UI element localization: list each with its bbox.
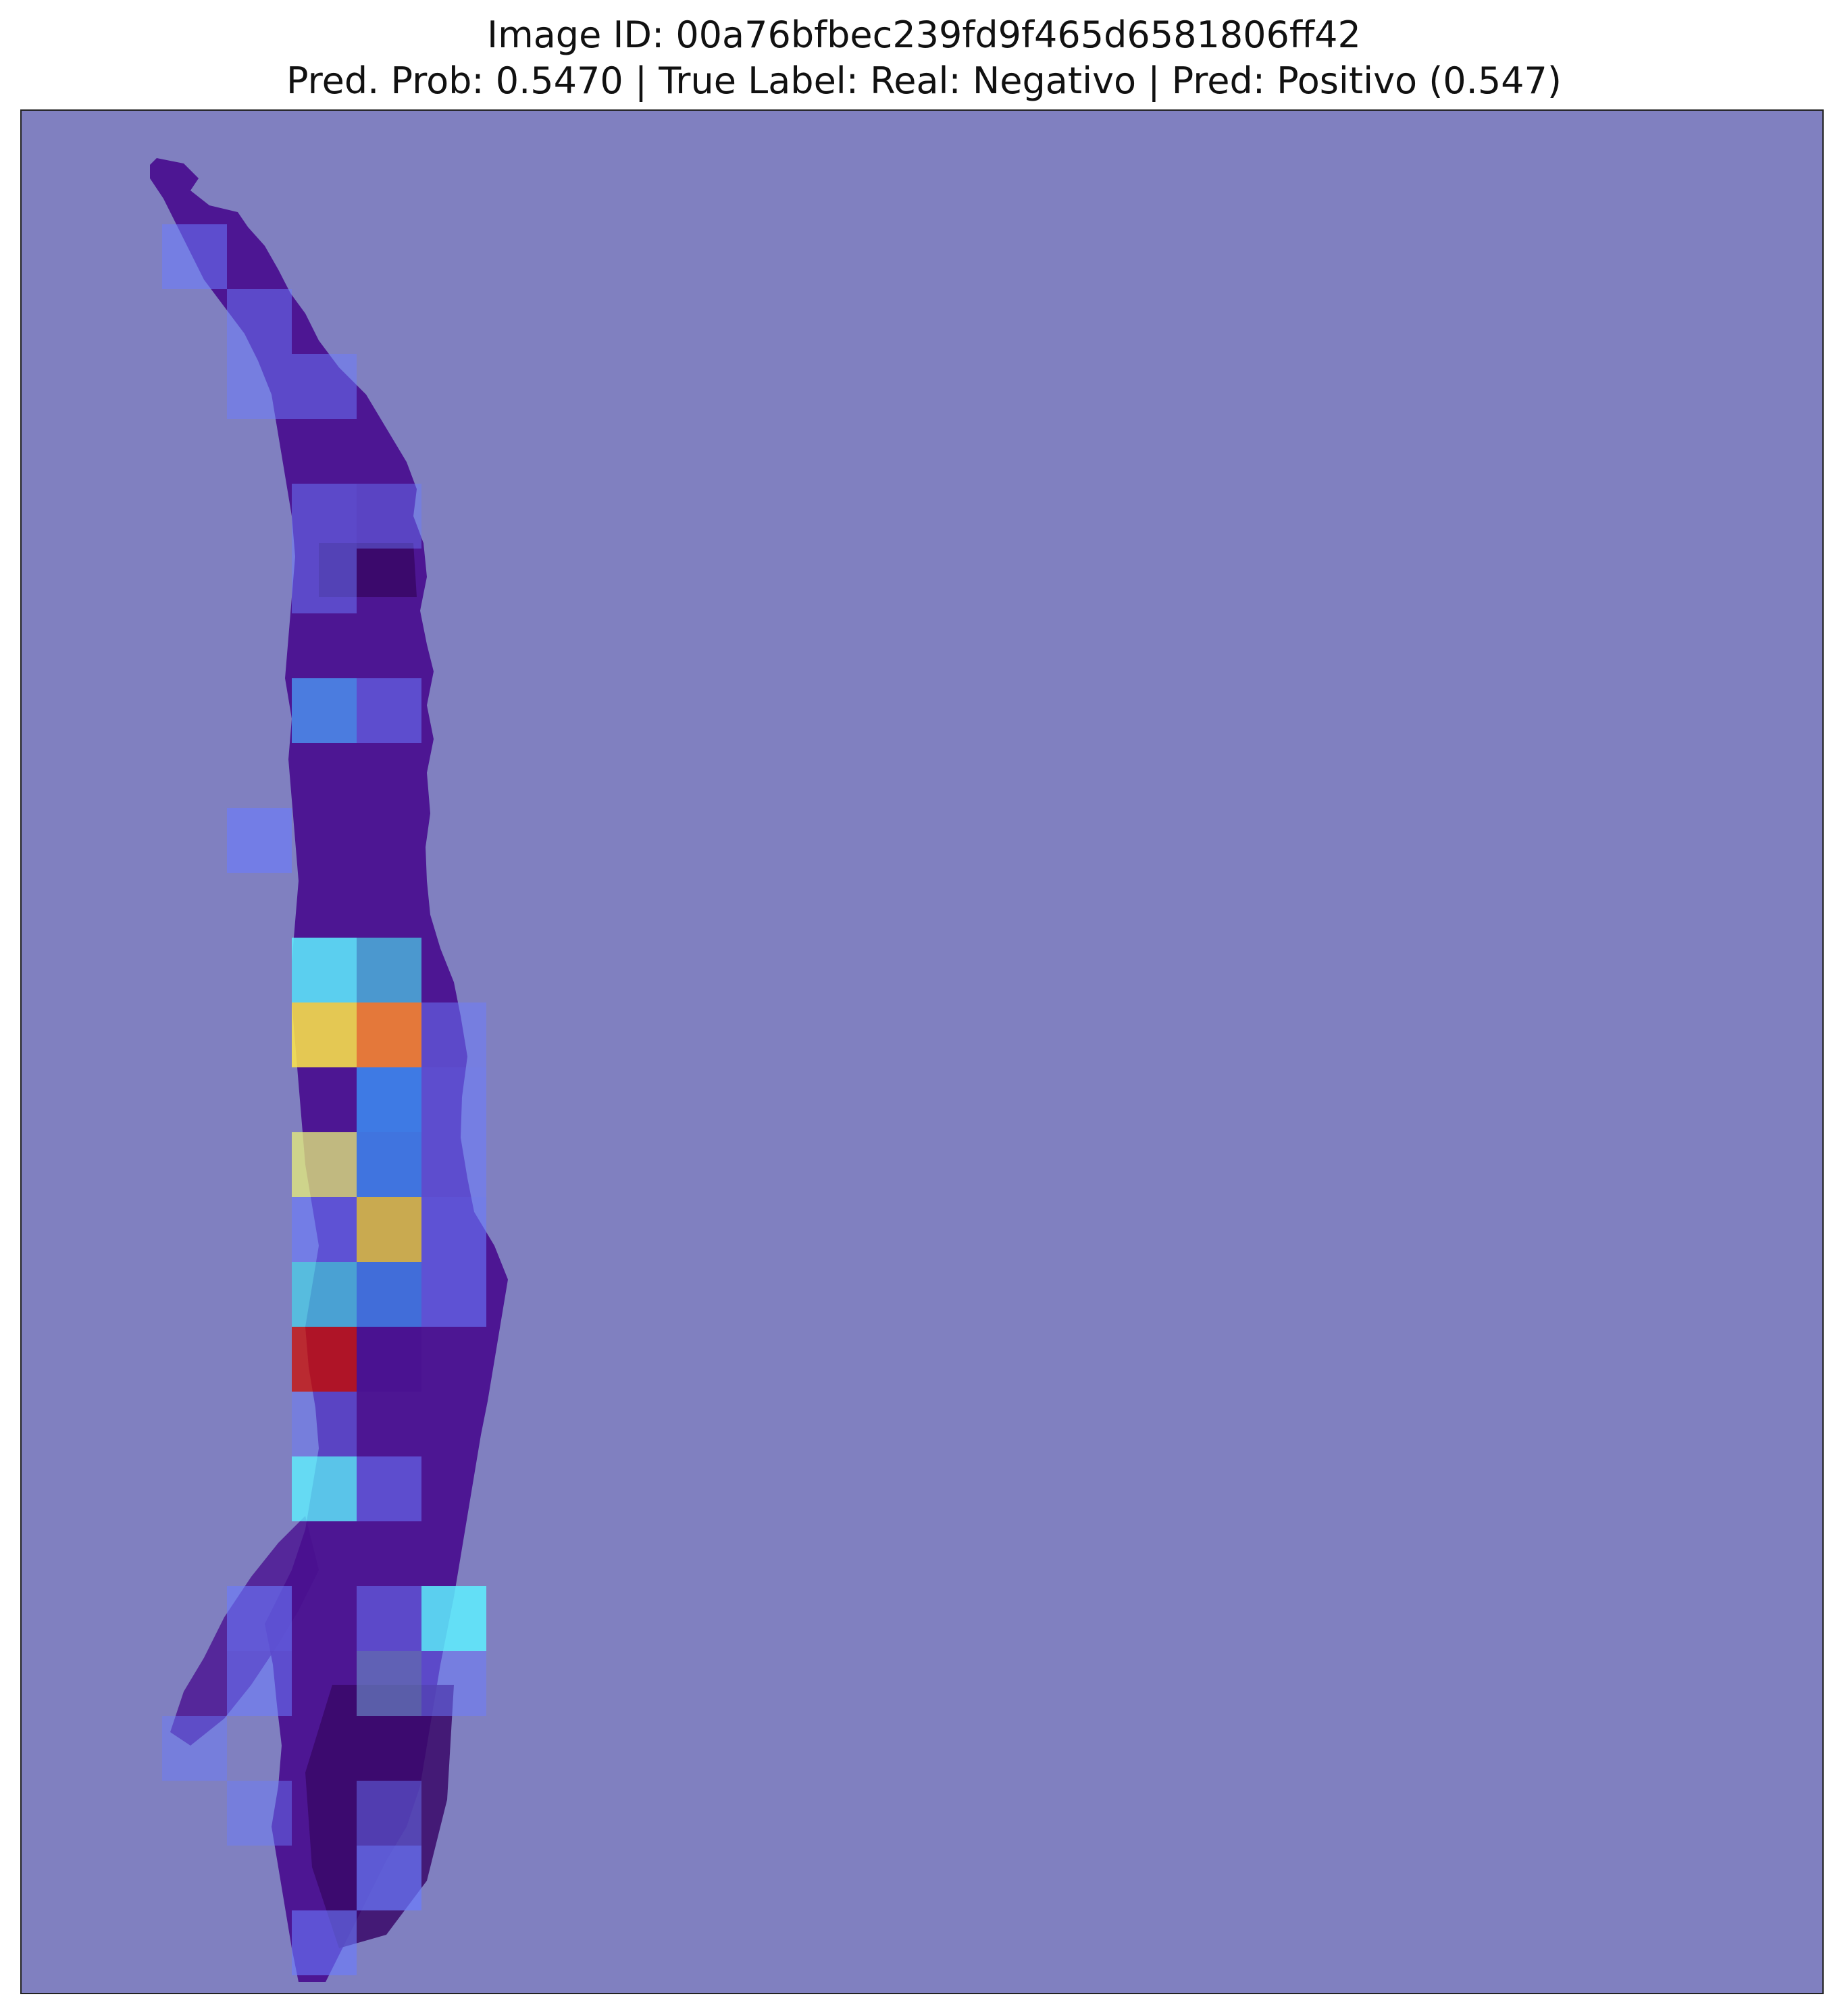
tile-blue-24 xyxy=(357,1846,421,1910)
tile-yellowgreen-1 xyxy=(292,1132,357,1197)
tile-blue-18 xyxy=(227,1651,292,1716)
figure-title: Image ID: 00a76bfbec239fd9f465d6581806ff… xyxy=(0,12,1848,104)
heatmap-tiles xyxy=(162,224,486,1975)
tile-upper-f xyxy=(357,484,421,549)
tile-blue-22 xyxy=(227,1781,292,1846)
tile-blue-14 xyxy=(421,1262,486,1327)
tile-blue-17 xyxy=(227,1586,292,1651)
tile-top-left xyxy=(162,224,227,289)
tile-cyan-4 xyxy=(292,938,357,1002)
tile-red-1 xyxy=(292,1327,357,1392)
tile-blue-8 xyxy=(421,1067,486,1132)
tile-yellow-2 xyxy=(357,1197,421,1262)
tissue-heatmap-canvas xyxy=(22,111,1822,1993)
tile-cyan-6 xyxy=(292,1262,357,1327)
tile-blue-21 xyxy=(162,1716,227,1781)
tile-blue-3 xyxy=(227,808,292,873)
title-prediction-summary: Pred. Prob: 0.5470 | True Label: Real: N… xyxy=(286,59,1562,102)
tile-cyan-5 xyxy=(357,938,421,1002)
tile-cyan-1 xyxy=(292,678,357,743)
tile-blue-15 xyxy=(292,1392,357,1456)
tile-blue-7 xyxy=(357,1067,421,1132)
tile-blue-25 xyxy=(292,1910,357,1975)
tile-orange-1 xyxy=(357,1002,421,1067)
tile-blue-10 xyxy=(421,1132,486,1197)
tile-upper-b xyxy=(227,354,292,419)
tile-blue-13 xyxy=(357,1262,421,1327)
tile-yellow-1 xyxy=(292,1002,357,1067)
tile-blue-9 xyxy=(357,1132,421,1197)
tile-cyan-8 xyxy=(421,1586,486,1651)
tile-blue-16 xyxy=(357,1456,421,1521)
tile-upper-d xyxy=(292,484,357,549)
tile-upper-e xyxy=(292,549,357,613)
tissue-main-strip xyxy=(150,158,508,1982)
title-image-id: Image ID: 00a76bfbec239fd9f465d6581806ff… xyxy=(487,14,1361,56)
tile-upper-a xyxy=(227,289,292,354)
tile-blue-6 xyxy=(421,1002,486,1067)
tile-slate-1 xyxy=(357,1651,421,1716)
tile-blue-12 xyxy=(421,1197,486,1262)
tile-blue-2 xyxy=(357,678,421,743)
tile-upper-c xyxy=(292,354,357,419)
tile-dark-1 xyxy=(357,1327,421,1392)
heatmap-overlay-image xyxy=(20,109,1824,1994)
tile-blue-11 xyxy=(292,1197,357,1262)
tile-blue-19 xyxy=(357,1586,421,1651)
tile-blue-23 xyxy=(357,1781,421,1846)
tile-blue-20 xyxy=(421,1651,486,1716)
tile-cyan-7 xyxy=(292,1456,357,1521)
